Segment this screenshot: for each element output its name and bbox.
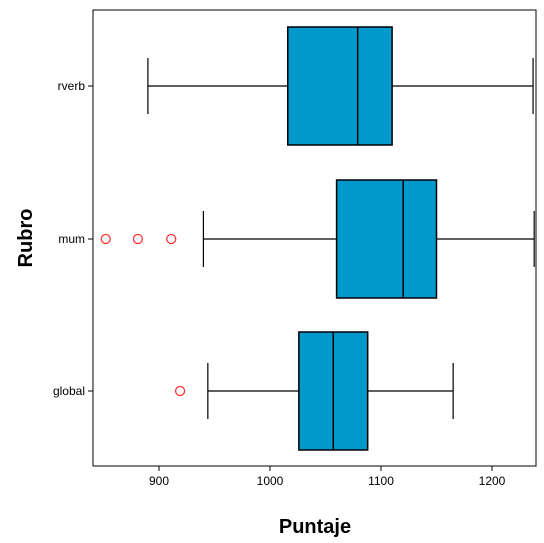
box-global bbox=[174, 331, 454, 451]
y-tick-label: global bbox=[53, 384, 85, 398]
iqr-box bbox=[287, 26, 393, 146]
y-axis: rverb mum global bbox=[53, 79, 93, 398]
outlier-point bbox=[166, 233, 177, 245]
iqr-box bbox=[335, 179, 438, 299]
x-tick-label: 1100 bbox=[368, 474, 394, 488]
outlier-point bbox=[132, 233, 144, 245]
y-tick-label: mum bbox=[58, 232, 85, 246]
x-tick-label: 1000 bbox=[257, 474, 284, 488]
outlier-point bbox=[174, 385, 186, 397]
x-axis: 900 1000 1100 1200 bbox=[149, 466, 506, 488]
y-tick-label: rverb bbox=[58, 79, 86, 93]
y-axis-title: Rubro bbox=[15, 209, 37, 268]
outlier-point bbox=[100, 233, 111, 245]
chart-marks bbox=[100, 26, 535, 451]
x-tick-label: 900 bbox=[149, 474, 169, 488]
box-mum bbox=[100, 179, 535, 299]
x-axis-title: Puntaje bbox=[279, 516, 351, 538]
box-rverb bbox=[147, 26, 534, 146]
x-tick-label: 1200 bbox=[479, 474, 506, 488]
